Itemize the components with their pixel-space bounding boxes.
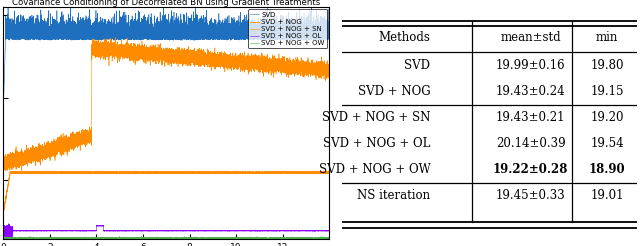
SVD + NOG + OL [0, 231, 7, 234]
Text: SVD + NOG: SVD + NOG [358, 85, 430, 98]
SVD + NOG + OW [294, 237, 301, 240]
Text: 19.43±0.24: 19.43±0.24 [496, 85, 565, 98]
SVD [73, 34, 81, 37]
Text: 19.43±0.21: 19.43±0.21 [496, 111, 565, 124]
SVD + NOG [42, 169, 50, 172]
SVD + NOG + OW [317, 235, 325, 238]
SVD + NOG [76, 171, 83, 174]
SVD + NOG [122, 171, 130, 174]
Line: SVD + NOG + OL: SVD + NOG + OL [3, 224, 330, 240]
SVD + NOG + OL [122, 229, 130, 232]
SVD [74, 35, 81, 38]
SVD [326, 32, 333, 35]
SVD [294, 33, 301, 36]
SVD + NOG + OW [87, 240, 95, 243]
SVD + NOG + OL [74, 230, 81, 232]
Text: 19.80: 19.80 [591, 59, 624, 72]
SVD [67, 2, 74, 5]
SVD + NOG + SN [74, 138, 81, 140]
SVD + NOG + SN [111, 36, 119, 39]
SVD + NOG + OW [76, 237, 83, 240]
SVD + NOG + OW [73, 237, 81, 240]
Text: SVD: SVD [404, 59, 430, 72]
SVD + NOG + OL [51, 229, 59, 232]
Text: 19.54: 19.54 [591, 137, 624, 150]
Line: SVD + NOG + SN: SVD + NOG + SN [3, 38, 330, 171]
SVD + NOG [51, 171, 59, 174]
SVD + NOG + SN [73, 144, 81, 147]
SVD + NOG + OW [122, 237, 130, 240]
SVD [76, 25, 83, 28]
Text: 19.22±0.28: 19.22±0.28 [493, 163, 568, 176]
SVD + NOG + SN [326, 72, 333, 75]
SVD + NOG [74, 171, 81, 174]
Text: 20.14±0.39: 20.14±0.39 [496, 137, 565, 150]
Text: SVD + NOG + OW: SVD + NOG + OW [319, 163, 430, 176]
SVD + NOG + OL [73, 229, 81, 232]
SVD + NOG + SN [51, 139, 59, 142]
SVD + NOG [73, 171, 81, 174]
SVD + NOG + SN [294, 67, 301, 70]
Text: 19.01: 19.01 [591, 189, 624, 202]
Text: min: min [596, 31, 618, 44]
SVD + NOG + OW [326, 238, 333, 241]
Text: mean±std: mean±std [500, 31, 561, 44]
SVD + NOG + OL [326, 229, 333, 232]
SVD + NOG + OL [4, 222, 12, 225]
SVD + NOG + SN [76, 138, 83, 141]
SVD + NOG + OL [8, 239, 16, 242]
Line: SVD: SVD [3, 4, 330, 98]
Text: 19.99±0.16: 19.99±0.16 [496, 59, 565, 72]
Line: SVD + NOG + OW: SVD + NOG + OW [3, 237, 330, 241]
Text: 19.20: 19.20 [591, 111, 624, 124]
SVD + NOG [294, 171, 301, 174]
SVD + NOG + OW [0, 237, 7, 240]
SVD + NOG [0, 212, 7, 215]
Title: Covariance Conditioning of Decorrelated BN using Gradient Treatments: Covariance Conditioning of Decorrelated … [12, 0, 321, 7]
Legend: SVD, SVD + NOG, SVD + NOG + SN, SVD + NOG + OL, SVD + NOG + OW: SVD, SVD + NOG, SVD + NOG + SN, SVD + NO… [248, 9, 327, 48]
SVD [122, 36, 130, 39]
SVD + NOG + SN [18, 169, 26, 172]
Text: 19.45±0.33: 19.45±0.33 [496, 189, 566, 202]
SVD + NOG + OL [76, 229, 83, 232]
SVD [51, 34, 59, 37]
Line: SVD + NOG: SVD + NOG [3, 171, 330, 214]
Text: SVD + NOG + SN: SVD + NOG + SN [322, 111, 430, 124]
Text: SVD + NOG + OL: SVD + NOG + OL [323, 137, 430, 150]
SVD + NOG [326, 171, 333, 174]
Text: 18.90: 18.90 [589, 163, 626, 176]
Text: NS iteration: NS iteration [357, 189, 430, 202]
SVD + NOG + SN [0, 155, 7, 158]
SVD [0, 96, 7, 99]
Text: Methods: Methods [378, 31, 430, 44]
SVD + NOG + OL [294, 229, 301, 232]
Text: 19.15: 19.15 [591, 85, 624, 98]
SVD + NOG + OW [74, 236, 81, 239]
SVD + NOG + OW [51, 237, 59, 240]
SVD + NOG + SN [122, 47, 130, 50]
